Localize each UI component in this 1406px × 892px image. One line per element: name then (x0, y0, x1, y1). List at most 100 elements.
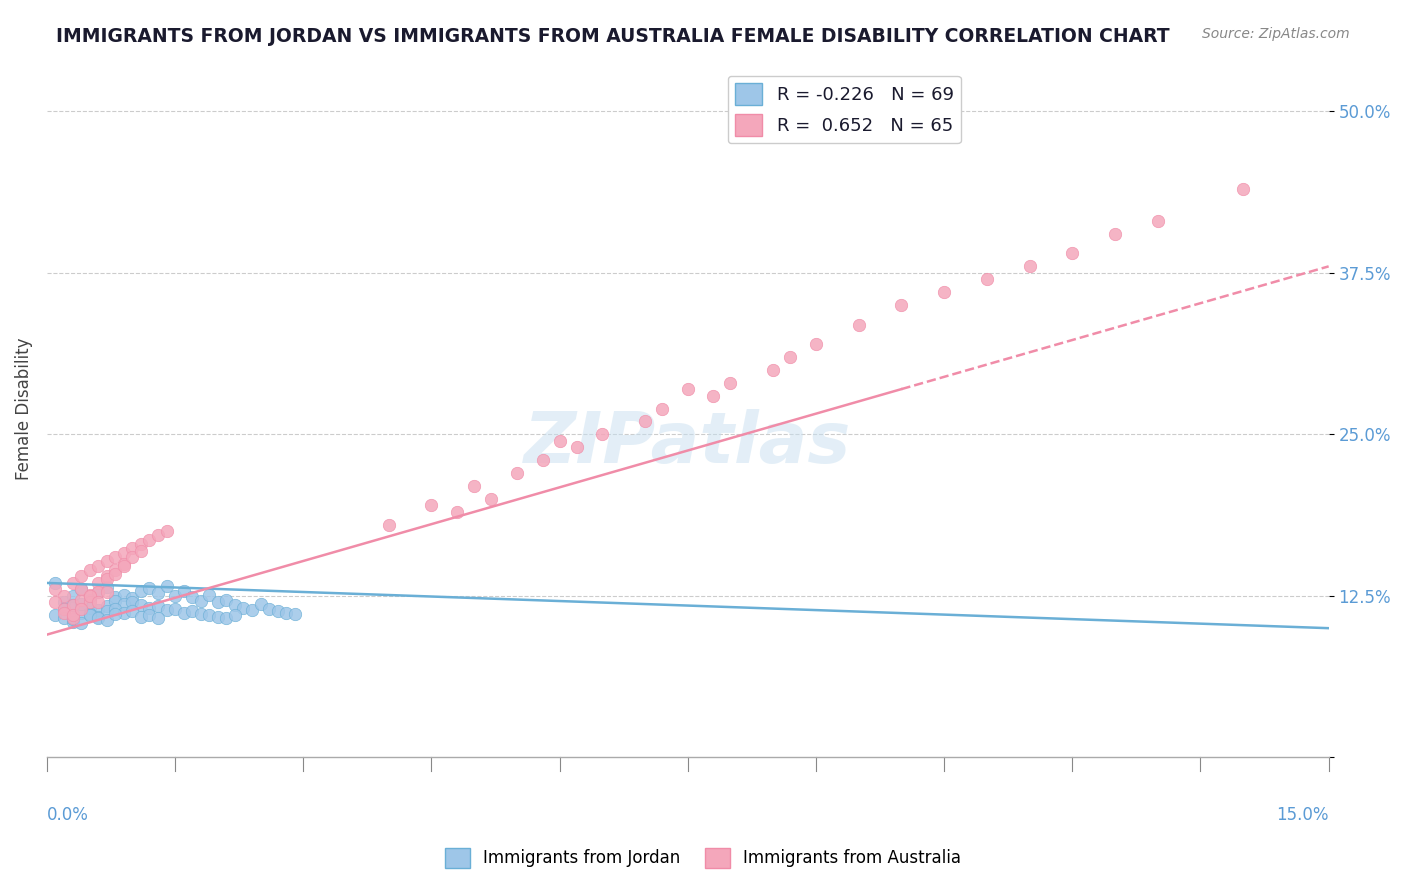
Point (190, 607, 212, 621)
Point (96, 569, 118, 583)
Text: Source: ZipAtlas.com: Source: ZipAtlas.com (1202, 27, 1350, 41)
Point (1232, 182, 1254, 196)
Point (96, 614, 118, 628)
Point (112, 597, 135, 611)
Point (96, 554, 118, 568)
Point (181, 590, 204, 604)
Point (165, 602, 187, 616)
Point (446, 505, 468, 519)
Point (420, 499, 443, 513)
Point (932, 285, 955, 300)
Point (104, 602, 127, 616)
Point (224, 598, 246, 612)
Point (53, 602, 76, 616)
Point (112, 606, 135, 620)
Point (104, 594, 127, 608)
Point (70, 597, 93, 611)
Text: 0.0%: 0.0% (46, 806, 89, 824)
Point (53, 595, 76, 609)
Point (87, 585, 110, 599)
Point (531, 453, 554, 467)
Point (70, 569, 93, 583)
Point (155, 524, 177, 539)
Point (249, 597, 271, 611)
Point (53, 611, 76, 625)
Point (129, 583, 152, 598)
Point (96, 585, 118, 599)
Point (207, 609, 229, 624)
Point (112, 588, 135, 602)
Point (104, 550, 127, 565)
Point (1018, 260, 1040, 274)
Point (129, 609, 152, 624)
Point (70, 615, 93, 630)
Point (479, 491, 502, 506)
Point (79, 563, 101, 577)
Point (62, 611, 84, 625)
Point (112, 557, 135, 571)
Point (112, 546, 135, 560)
Point (146, 599, 169, 614)
Point (138, 600, 160, 615)
Point (87, 595, 110, 609)
Point (181, 604, 204, 618)
Point (463, 479, 485, 493)
Point (44, 582, 66, 597)
Point (70, 602, 93, 616)
Point (53, 589, 76, 603)
Point (257, 602, 280, 616)
Point (121, 595, 143, 609)
Point (62, 598, 84, 612)
Point (190, 594, 212, 608)
Point (762, 362, 785, 376)
Point (848, 318, 870, 332)
Point (976, 272, 998, 286)
Point (62, 576, 84, 591)
Point (121, 541, 143, 555)
Point (676, 382, 699, 396)
Point (96, 580, 118, 594)
Legend: R = -0.226   N = 69, R =  0.652   N = 65: R = -0.226 N = 69, R = 0.652 N = 65 (728, 76, 960, 143)
Point (591, 427, 613, 442)
Point (104, 590, 127, 604)
Point (890, 298, 912, 312)
Point (79, 589, 101, 603)
Point (62, 612, 84, 626)
Point (79, 588, 101, 602)
Point (138, 533, 160, 548)
Point (96, 604, 118, 618)
Point (44, 595, 66, 609)
Point (70, 582, 93, 597)
Point (720, 376, 742, 390)
Point (96, 572, 118, 586)
Point (87, 611, 110, 625)
Point (79, 607, 101, 621)
Point (138, 608, 160, 623)
Point (53, 602, 76, 616)
Point (121, 591, 143, 606)
Point (104, 607, 127, 621)
Point (104, 563, 127, 577)
Legend: Immigrants from Jordan, Immigrants from Australia: Immigrants from Jordan, Immigrants from … (437, 841, 969, 875)
Point (155, 578, 177, 592)
Point (44, 608, 66, 623)
Point (44, 576, 66, 591)
Point (87, 585, 110, 599)
Point (62, 615, 84, 629)
Point (155, 603, 177, 617)
Point (104, 566, 127, 581)
Point (548, 434, 571, 448)
Point (70, 582, 93, 597)
Point (702, 388, 724, 402)
Point (1104, 227, 1126, 241)
Point (1062, 246, 1084, 260)
Point (138, 581, 160, 595)
Point (804, 337, 827, 351)
Point (207, 595, 229, 609)
Point (87, 559, 110, 574)
Point (96, 599, 118, 614)
Point (634, 414, 657, 428)
Point (70, 592, 93, 607)
Point (215, 611, 238, 625)
Point (62, 589, 84, 603)
